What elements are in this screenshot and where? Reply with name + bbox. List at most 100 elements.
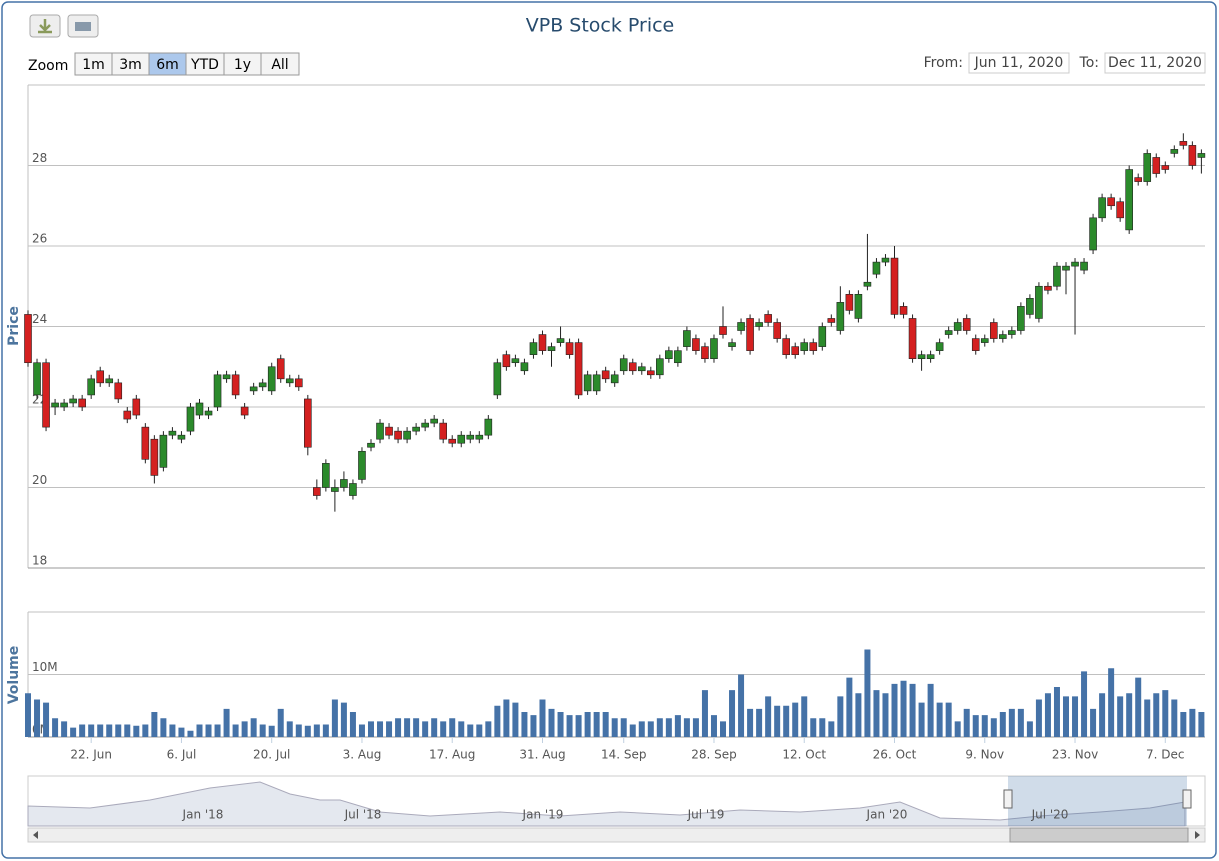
candle-body xyxy=(764,314,772,323)
volume-bar xyxy=(124,724,131,737)
candle-body xyxy=(231,374,240,396)
volume-bar xyxy=(557,712,564,737)
candle-body xyxy=(276,358,285,380)
volume-bar xyxy=(97,724,104,737)
volume-bar xyxy=(322,724,329,737)
navigator-handle[interactable] xyxy=(1182,789,1192,809)
volume-bar xyxy=(720,721,727,737)
navigator-label: Jul '18 xyxy=(344,808,382,822)
candle-body xyxy=(746,318,754,351)
volume-bar xyxy=(1062,696,1069,737)
candle-body xyxy=(222,374,231,380)
y-tick-label: 20 xyxy=(32,473,47,487)
candle-body xyxy=(656,358,664,376)
candle-body xyxy=(322,463,330,488)
navigator-label: Jan '19 xyxy=(522,808,564,822)
volume-bar xyxy=(277,708,284,737)
volume-bar xyxy=(142,724,149,737)
volume-bar xyxy=(404,718,411,737)
zoom-button-label: 1y xyxy=(234,57,251,73)
volume-bar xyxy=(106,724,113,737)
volume-bar xyxy=(837,696,844,737)
volume-bar xyxy=(945,702,952,737)
volume-bar xyxy=(151,712,158,737)
candle-body xyxy=(1134,177,1143,182)
candle-body xyxy=(1179,141,1188,146)
navigator-selection[interactable] xyxy=(1008,776,1187,826)
candle-body xyxy=(628,362,637,372)
candle-body xyxy=(484,418,493,436)
candle-body xyxy=(150,438,159,476)
x-tick-label: 28. Sep xyxy=(691,748,737,762)
volume-bar xyxy=(160,718,167,737)
candle-body xyxy=(610,374,619,384)
navigator-label: Jul '20 xyxy=(1031,808,1069,822)
navigator[interactable]: Jan '18 Jul '18 Jan '19 Jul '19 Jan '20 Jul '… xyxy=(27,775,1206,827)
volume-bar xyxy=(133,725,140,737)
volume-bar xyxy=(349,712,356,737)
scrollbar[interactable] xyxy=(27,827,1206,843)
x-tick-label: 9. Nov xyxy=(965,748,1004,762)
volume-bar xyxy=(340,702,347,737)
zoom-button[interactable] xyxy=(260,52,300,76)
candle-body xyxy=(493,362,502,396)
scrollbar-track[interactable] xyxy=(27,827,1206,843)
to-input[interactable] xyxy=(1104,52,1206,74)
from-input[interactable] xyxy=(968,52,1070,74)
candle-body xyxy=(583,374,592,392)
print-icon xyxy=(75,22,91,31)
candle-body xyxy=(466,434,475,440)
candle-body xyxy=(1017,306,1025,331)
volume-bar xyxy=(313,724,320,737)
candle-body xyxy=(872,261,881,275)
volume-bar xyxy=(1099,693,1106,737)
candle-body xyxy=(421,422,429,428)
download-icon xyxy=(38,19,52,34)
volume-bar xyxy=(467,724,474,737)
volume-bar xyxy=(548,708,555,737)
volume-axis-title: Volume xyxy=(6,646,22,705)
candle-body xyxy=(737,322,745,331)
volume-bar xyxy=(602,712,609,737)
candle-body xyxy=(240,406,249,416)
chart-title: VPB Stock Price xyxy=(526,15,675,37)
volume-bar xyxy=(909,683,916,737)
volume-bar xyxy=(34,699,41,737)
volume-bar xyxy=(710,715,717,737)
volume-bar xyxy=(205,724,212,737)
volume-bar xyxy=(692,718,699,737)
volume-bar xyxy=(1144,699,1151,737)
candle-body xyxy=(962,318,971,331)
candle-body xyxy=(971,338,980,351)
candle-body xyxy=(186,406,195,432)
volume-bar xyxy=(954,721,961,737)
candle-body xyxy=(845,293,854,311)
candle-body xyxy=(665,350,673,359)
candle-body xyxy=(1188,145,1197,166)
candle-body xyxy=(926,354,935,359)
candle-body xyxy=(285,378,294,384)
volume-bar xyxy=(367,721,374,737)
y-tick-label: 28 xyxy=(32,151,47,165)
candle-body xyxy=(999,334,1007,339)
volume-bar xyxy=(990,718,997,737)
zoom-button-label: 3m xyxy=(119,57,142,73)
volume-bar xyxy=(999,712,1006,737)
volume-bar xyxy=(756,708,763,737)
candle-body xyxy=(1116,201,1124,219)
volume-bar xyxy=(1081,671,1088,737)
candle-body xyxy=(159,434,168,468)
volume-bar xyxy=(620,718,627,737)
volume-bar xyxy=(1126,693,1133,737)
navigator-handle[interactable] xyxy=(1003,789,1013,809)
export-buttons[interactable] xyxy=(29,14,99,38)
volume-bar xyxy=(855,693,862,737)
volume-bar xyxy=(70,727,77,737)
to-label: To: xyxy=(1079,55,1099,71)
volume-bar xyxy=(1026,721,1033,737)
scrollbar-thumb[interactable] xyxy=(1009,827,1189,843)
volume-bar xyxy=(738,674,745,737)
volume-bar xyxy=(61,721,68,737)
candle-body xyxy=(267,366,276,392)
volume-bar xyxy=(241,721,248,737)
